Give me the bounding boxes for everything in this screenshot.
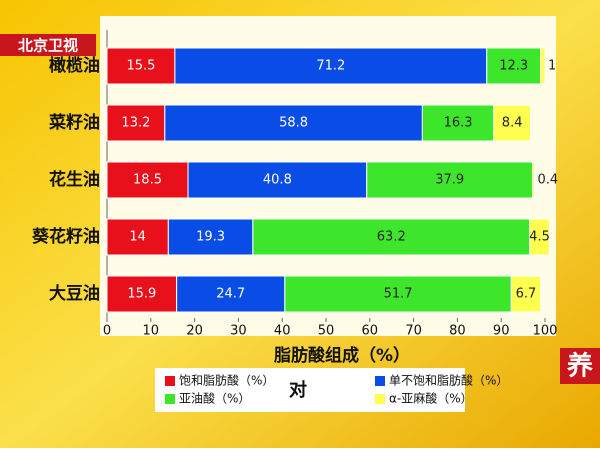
bar-segment xyxy=(493,104,532,142)
bar-segment xyxy=(252,218,531,256)
legend-label: α-亚麻酸（%） xyxy=(389,391,473,406)
bar-segment xyxy=(164,104,423,142)
value-label: 37.9 xyxy=(435,173,464,188)
bar-segment xyxy=(421,104,495,142)
x-tick-label: 20 xyxy=(186,324,203,339)
x-tick-label: 70 xyxy=(405,324,422,339)
value-label: 40.8 xyxy=(263,173,292,188)
value-label: 6.7 xyxy=(516,287,537,302)
legend-swatch xyxy=(165,376,175,386)
category-label: 大豆油 xyxy=(49,283,100,304)
bar-segment xyxy=(187,161,368,199)
category-label: 花生油 xyxy=(49,169,100,190)
legend-panel xyxy=(155,368,465,412)
legend-label: 亚油酸（%） xyxy=(179,391,250,406)
legend-label: 饱和脂肪酸（%） xyxy=(179,373,274,388)
value-label: 15.5 xyxy=(126,59,155,74)
bar-segment xyxy=(106,275,178,313)
bar-segment xyxy=(540,47,546,85)
caption: 对 xyxy=(289,379,307,401)
value-label: 12.3 xyxy=(499,59,528,74)
value-label: 18.5 xyxy=(133,173,162,188)
value-label: 4.5 xyxy=(529,230,550,245)
x-tick-label: 30 xyxy=(230,324,247,339)
category-label: 葵花籽油 xyxy=(32,226,100,247)
x-tick-label: 80 xyxy=(449,324,466,339)
value-label: 14 xyxy=(129,230,146,245)
badge-box xyxy=(560,348,600,384)
value-label: 58.8 xyxy=(279,116,308,131)
x-tick-label: 100 xyxy=(533,324,558,339)
legend-swatch xyxy=(375,376,385,386)
bar-segment xyxy=(106,47,176,85)
bar-segment xyxy=(106,104,166,142)
x-tick-label: 90 xyxy=(493,324,510,339)
badge: 养 xyxy=(566,351,593,382)
value-label: 24.7 xyxy=(216,287,245,302)
x-tick-label: 0 xyxy=(103,324,111,339)
value-label: 71.2 xyxy=(316,59,345,74)
value-label: 0.4 xyxy=(537,173,558,188)
logo: 北京卫视 xyxy=(18,37,78,55)
x-tick-label: 10 xyxy=(143,324,160,339)
value-label: 63.2 xyxy=(377,230,406,245)
bar-segment xyxy=(529,218,550,256)
legend-swatch xyxy=(165,394,175,404)
logo-box xyxy=(0,34,96,56)
category-label: 菜籽油 xyxy=(48,112,100,133)
legend-swatch xyxy=(375,394,385,404)
bar-segment xyxy=(284,275,512,313)
value-label: 15.9 xyxy=(127,287,156,302)
x-tick-label: 50 xyxy=(318,324,335,339)
value-label: 1 xyxy=(548,59,556,74)
value-label: 19.3 xyxy=(196,230,225,245)
value-label: 8.4 xyxy=(502,116,523,131)
x-tick-label: 60 xyxy=(362,324,379,339)
legend-label: 单不饱和脂肪酸（%） xyxy=(389,373,508,388)
value-label: 16.3 xyxy=(444,116,473,131)
bar-segment xyxy=(510,275,542,313)
value-label: 51.7 xyxy=(384,287,413,302)
value-label: 13.2 xyxy=(121,116,150,131)
bar-segment xyxy=(532,161,535,199)
bar-segment xyxy=(106,161,189,199)
x-axis-label: 脂肪酸组成（%） xyxy=(274,345,410,366)
category-label: 橄榄油 xyxy=(49,55,100,76)
bar-segment xyxy=(176,275,286,313)
x-tick-label: 40 xyxy=(274,324,291,339)
